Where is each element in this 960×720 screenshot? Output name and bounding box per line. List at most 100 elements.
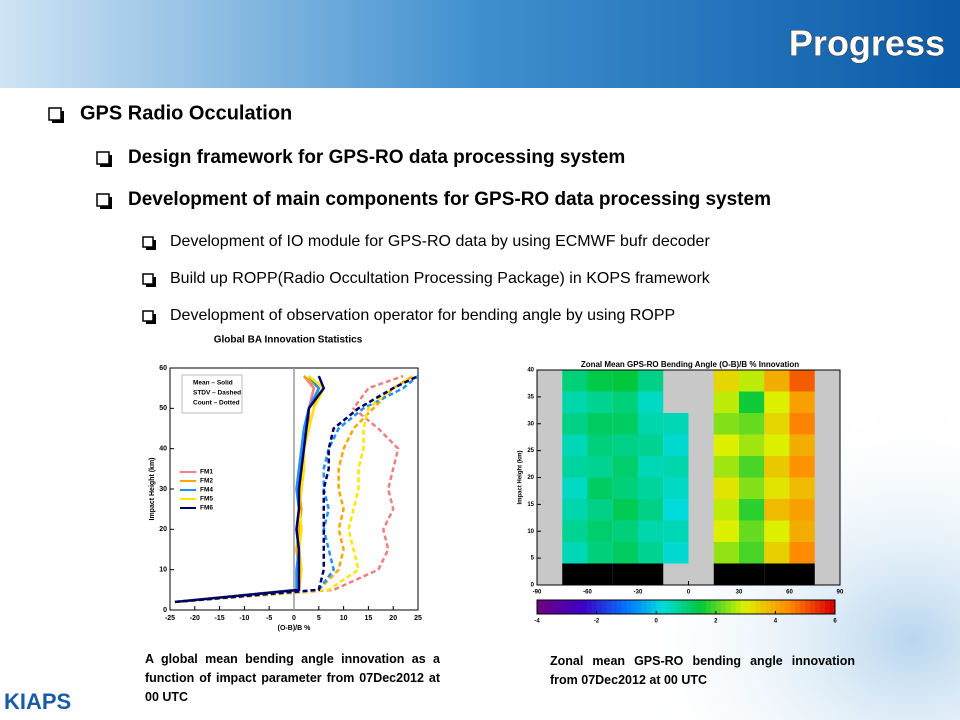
heat-cell [638, 456, 664, 478]
heat-cell [739, 520, 765, 542]
colorbar-step [646, 600, 652, 614]
colorbar-step [681, 600, 687, 614]
colorbar-step [730, 600, 737, 614]
bullet-box [96, 151, 110, 165]
colorbar-step [591, 600, 598, 614]
bullet-level2: Development of main components for GPS-R… [128, 189, 771, 210]
x-tick-label: 30 [736, 590, 743, 596]
colorbar-step [656, 600, 662, 614]
heat-cell [764, 499, 790, 521]
colorbar-step [830, 600, 836, 614]
heat-cell [663, 520, 689, 542]
colorbar-step [805, 600, 811, 614]
colorbar-step [546, 600, 553, 614]
colorbar-step [537, 600, 543, 614]
colorbar-step [611, 600, 617, 614]
colorbar-step [666, 600, 672, 614]
colorbar-step [616, 600, 622, 614]
x-tick-label: -15 [215, 615, 225, 622]
colorbar-step [760, 600, 766, 614]
bullet-level1: GPS Radio Occulation [80, 102, 292, 124]
stdv-line [174, 374, 414, 604]
annotation: Count – Dotted [193, 400, 240, 407]
x-tick-label: 15 [365, 615, 373, 622]
bullet-shadow [100, 164, 112, 167]
colorbar-step [725, 600, 732, 614]
colorbar-step [785, 600, 791, 614]
colorbar-step [715, 600, 722, 614]
heat-cell [638, 370, 664, 392]
y-axis-label: Impact Height (km) [518, 450, 524, 504]
colorbar-frame [536, 599, 836, 615]
heat-cell [638, 413, 664, 435]
heat-cell [612, 434, 638, 456]
colorbar-tick-label: -4 [534, 619, 540, 625]
colorbar-step [541, 600, 548, 614]
annotation-box [181, 374, 243, 414]
colorbar-step [745, 600, 752, 614]
heat-cell [713, 563, 739, 585]
colorbar-step [601, 600, 608, 614]
mean-line [174, 375, 326, 604]
y-tick-label: 0 [531, 583, 535, 589]
heat-cell [587, 370, 613, 392]
legend-label: FM1 [200, 469, 213, 476]
bullet-box [142, 236, 154, 248]
stdv-line [174, 374, 418, 604]
colorbar-step [815, 600, 821, 614]
heat-cell [713, 499, 739, 521]
colorbar-step [561, 600, 568, 614]
x-tick-label: -30 [634, 590, 643, 596]
x-tick-label: -5 [266, 615, 272, 622]
heat-cell [562, 520, 588, 542]
heat-cell [663, 456, 689, 478]
heat-cell [713, 413, 739, 435]
footer-logo: KIAPS [4, 689, 71, 714]
heat-cell [562, 456, 588, 478]
heat-cell [764, 477, 790, 499]
heat-cell [789, 391, 815, 413]
heat-cell [789, 499, 815, 521]
colorbar-step [810, 600, 816, 614]
colorbar-tick-label: 0 [655, 619, 659, 625]
bullet-level2: Design framework for GPS-RO data process… [128, 147, 625, 168]
y-tick-label: 20 [527, 475, 534, 481]
heat-cell [638, 391, 664, 413]
colorbar-step [641, 600, 647, 614]
colorbar-step [720, 600, 727, 614]
colorbar-step [581, 600, 588, 614]
heat-cell [789, 413, 815, 435]
x-tick-label: 0 [292, 615, 296, 622]
heat-cell [612, 499, 638, 521]
colorbar-step [695, 600, 702, 614]
heat-cell [663, 434, 689, 456]
colorbar-tick-label: 4 [774, 619, 778, 625]
colorbar-step [755, 600, 761, 614]
heat-cell [739, 413, 765, 435]
heat-cell [789, 477, 815, 499]
colorbar-step [690, 600, 697, 614]
colorbar-step [740, 600, 747, 614]
heat-cell [739, 370, 765, 392]
heat-cell [789, 563, 815, 585]
heat-cell [612, 520, 638, 542]
heat-cell [663, 477, 689, 499]
heat-cell [713, 434, 739, 456]
colorbar-step [596, 600, 603, 614]
heat-cell [562, 434, 588, 456]
heat-cell [587, 477, 613, 499]
caption-right: Zonal mean GPS-RO bending angle innovati… [550, 654, 855, 687]
heat-cell [764, 563, 790, 585]
bullet-shadow [146, 321, 156, 324]
colorbar-step [780, 600, 786, 614]
colorbar-step [671, 600, 677, 614]
colorbar-step [700, 600, 707, 614]
header-bar [0, 0, 960, 88]
heat-cell [789, 434, 815, 456]
heat-cell [764, 413, 790, 435]
colorbar-step [631, 600, 637, 614]
chart-title: Zonal Mean GPS-RO Bending Angle (O-B)/B … [581, 360, 799, 369]
heat-cell [739, 563, 765, 585]
